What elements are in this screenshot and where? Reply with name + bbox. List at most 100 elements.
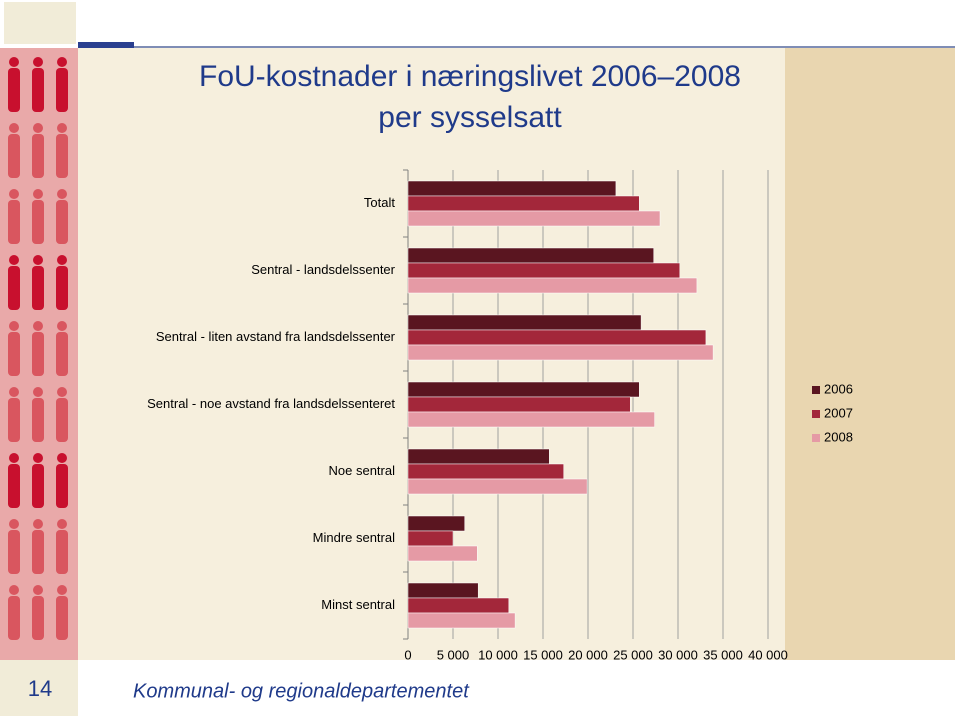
decor-head [57, 585, 67, 595]
x-tick-label: 30 000 [658, 647, 698, 662]
decor-head [57, 519, 67, 529]
title-line: FoU-kostnader i næringslivet 2006–2008 [199, 60, 741, 93]
decor-body [56, 200, 68, 244]
y-tick-label: Mindre sentral [313, 530, 395, 545]
bar [407, 381, 640, 398]
x-tick-label: 0 [404, 647, 411, 662]
decor-body [32, 464, 44, 508]
decor-body [56, 68, 68, 112]
legend-label: 2006 [824, 381, 853, 396]
x-tick-label: 25 000 [613, 647, 653, 662]
decor-head [9, 387, 19, 397]
bar [407, 314, 642, 331]
decor-head [33, 387, 43, 397]
decor-figures [8, 57, 68, 640]
decor-head [57, 123, 67, 133]
y-tick-label: Minst sentral [321, 597, 395, 612]
slide-number: 14 [28, 676, 52, 701]
bar [407, 262, 681, 279]
decor-body [8, 134, 20, 178]
bar [407, 195, 640, 212]
y-tick-label: Sentral - noe avstand fra landsdelssente… [147, 396, 395, 411]
legend-swatch [812, 386, 820, 394]
decor-head [9, 453, 19, 463]
right-strip [785, 48, 955, 660]
decor-body [56, 134, 68, 178]
bar [407, 463, 564, 480]
bar [407, 612, 516, 629]
bar [407, 329, 707, 346]
corner-box [4, 2, 76, 44]
title-line: per sysselsatt [378, 101, 562, 134]
decor-body [8, 200, 20, 244]
bar [407, 247, 654, 264]
decor-body [32, 332, 44, 376]
legend-label: 2007 [824, 405, 853, 420]
bar [407, 515, 465, 532]
decor-body [32, 134, 44, 178]
decor-head [57, 57, 67, 67]
decor-head [33, 57, 43, 67]
decor-head [57, 453, 67, 463]
decor-body [56, 266, 68, 310]
bar [407, 545, 478, 562]
decor-head [9, 519, 19, 529]
x-tick-label: 20 000 [568, 647, 608, 662]
decor-body [8, 596, 20, 640]
bar [407, 478, 588, 495]
chart: 0 5 000 10 000 15 000 20 000 25 000 30 000 35 0… [147, 169, 853, 662]
y-tick-label: Sentral - liten avstand fra landsdelssen… [156, 329, 396, 344]
bar [407, 448, 550, 465]
decor-head [33, 123, 43, 133]
decor-head [33, 255, 43, 265]
decor-body [32, 530, 44, 574]
decor-head [33, 321, 43, 331]
decor-head [33, 189, 43, 199]
legend-swatch [812, 434, 820, 442]
decor-head [33, 585, 43, 595]
number-box [0, 660, 78, 716]
decor-body [8, 332, 20, 376]
x-tick-label: 40 000 [748, 647, 788, 662]
x-tick-label: 15 000 [523, 647, 563, 662]
footer: Kommunal- og regionaldepartementet [133, 680, 470, 702]
decor-head [57, 189, 67, 199]
decor-body [8, 530, 20, 574]
bar [407, 344, 714, 361]
decor-head [9, 255, 19, 265]
decor-body [8, 266, 20, 310]
decor-body [32, 68, 44, 112]
decor-body [8, 398, 20, 442]
decor-body [8, 68, 20, 112]
y-tick-label: Totalt [364, 195, 395, 210]
bar [407, 396, 631, 413]
legend-swatch [812, 410, 820, 418]
decor-head [9, 585, 19, 595]
decor-body [56, 530, 68, 574]
y-tick-label: Noe sentral [329, 463, 396, 478]
decor-head [9, 189, 19, 199]
decor-body [56, 332, 68, 376]
decor-head [57, 321, 67, 331]
bar [407, 277, 698, 294]
decor-body [32, 200, 44, 244]
x-tick-label: 35 000 [703, 647, 743, 662]
bar [407, 582, 479, 599]
x-tick-label: 5 000 [437, 647, 470, 662]
decor-body [56, 464, 68, 508]
bar [407, 210, 661, 227]
top-rule-accent [78, 42, 134, 48]
decor-body [32, 398, 44, 442]
decor-body [32, 266, 44, 310]
decor-head [57, 255, 67, 265]
decor-body [56, 398, 68, 442]
x-tick-label: 10 000 [478, 647, 518, 662]
decor-head [9, 57, 19, 67]
decor-body [8, 464, 20, 508]
decor-head [33, 453, 43, 463]
bar [407, 411, 655, 428]
y-tick-label: Sentral - landsdelssenter [251, 262, 395, 277]
bar [407, 597, 510, 614]
